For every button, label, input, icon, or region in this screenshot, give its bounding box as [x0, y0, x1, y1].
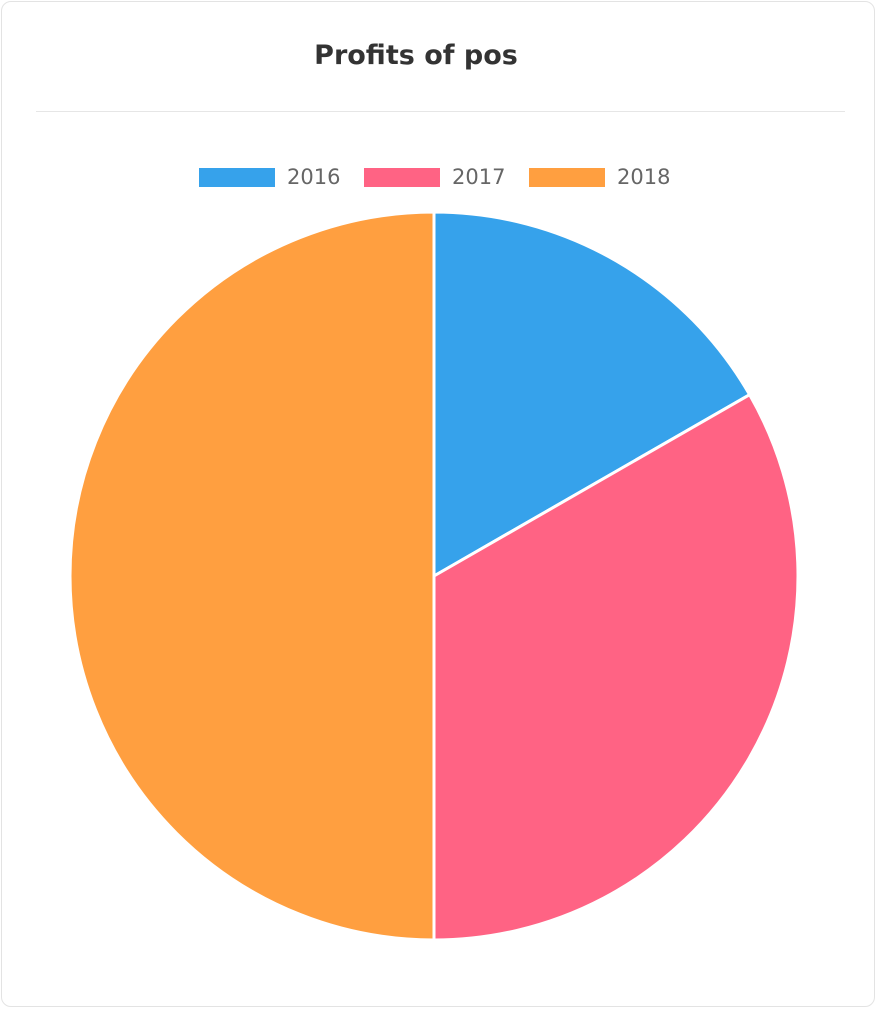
pie-slice-2017[interactable] [432, 393, 800, 942]
legend-swatch-2017 [364, 168, 440, 187]
legend-swatch-2018 [529, 168, 605, 187]
title-divider [36, 111, 845, 112]
legend-label-2017: 2017 [452, 165, 506, 189]
legend-label-2016: 2016 [287, 165, 341, 189]
chart-legend: 2016 2017 2018 [2, 162, 874, 194]
legend-label-2018: 2018 [617, 165, 671, 189]
pie-slice-2018[interactable] [68, 210, 436, 942]
legend-swatch-2016 [199, 168, 275, 187]
chart-title: Profits of pos [314, 40, 518, 71]
pie-slice-2016[interactable] [432, 210, 752, 578]
